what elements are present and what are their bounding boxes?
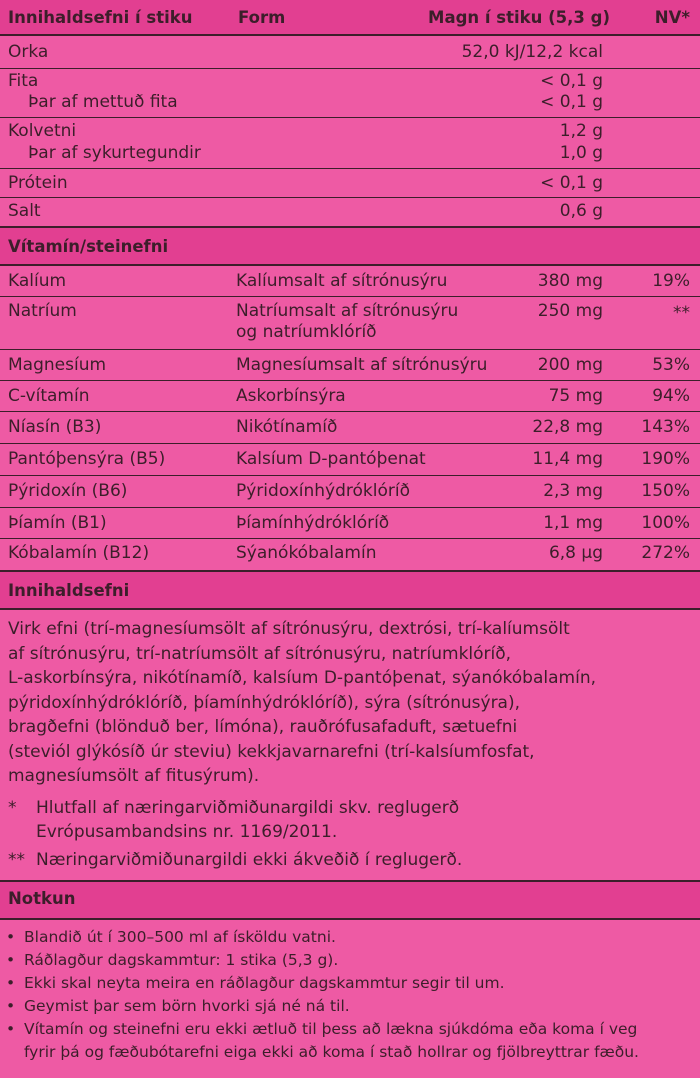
vitamin-row: Þíamín (B1) Þíamínhýdróklóríð 1,1 mg 100… — [0, 508, 700, 539]
vitamin-form: Magnesíumsalt af sítrónusýru — [236, 355, 488, 375]
bullet-icon: • — [6, 974, 16, 992]
nutrition-row-protein: Prótein < 0,1 g — [0, 169, 700, 198]
vitamins-heading: Vítamín/steinefni — [8, 237, 169, 256]
nutrient-amount: < 0,1 g — [540, 92, 603, 112]
bullet-icon: • — [6, 997, 16, 1015]
usage-list: • Blandið út í 300–500 ml af ísköldu vat… — [6, 926, 696, 1076]
ingredients-text: Virk efni (trí-magnesíumsölt af sítrónus… — [8, 619, 596, 786]
vitamin-row: Pantóþensýra (B5) Kalsíum D-pantóþenat 1… — [0, 444, 700, 476]
vitamin-amount: 200 mg — [537, 355, 603, 375]
vitamin-form: Kalíumsalt af sítrónusýru — [236, 271, 448, 291]
nutrient-name: Orka — [8, 42, 49, 62]
vitamins-heading-band: Vítamín/steinefni — [0, 228, 700, 266]
vitamin-row: C-vítamín Askorbínsýra 75 mg 94% — [0, 381, 700, 412]
vitamin-amount: 11,4 mg — [532, 449, 603, 469]
vitamin-name: Kóbalamín (B12) — [8, 543, 150, 563]
vitamin-nv: 150% — [641, 481, 690, 501]
vitamin-nv: 19% — [652, 271, 690, 291]
vitamin-form-line2: og natríumklóríð — [236, 322, 377, 342]
vitamin-form: Kalsíum D-pantóþenat — [236, 449, 426, 469]
vitamin-nv: ** — [673, 303, 690, 323]
nutrient-amount: < 0,1 g — [540, 173, 603, 193]
vitamin-nv: 100% — [641, 513, 690, 533]
vitamin-amount: 22,8 mg — [532, 417, 603, 437]
bullet-icon: • — [6, 1020, 16, 1038]
usage-heading-band: Notkun — [0, 880, 700, 920]
vitamin-row: Magnesíum Magnesíumsalt af sítrónusýru 2… — [0, 350, 700, 381]
vitamin-row: Níasín (B3) Nikótínamíð 22,8 mg 143% — [0, 412, 700, 444]
nutrient-name: Þar af sykurtegundir — [28, 143, 201, 163]
vitamin-nv: 190% — [641, 449, 690, 469]
vitamin-form: Nikótínamíð — [236, 417, 338, 437]
vitamin-form: Natríumsalt af sítrónusýru — [236, 301, 459, 321]
vitamin-amount: 380 mg — [537, 271, 603, 291]
col-nv-heading: NV* — [654, 8, 690, 27]
col-ingredient-heading: Innihaldsefni í stiku — [8, 8, 193, 27]
vitamin-row: Pýridoxín (B6) Pýridoxínhýdróklóríð 2,3 … — [0, 476, 700, 508]
vitamin-name: C-vítamín — [8, 386, 90, 406]
vitamin-name: Pýridoxín (B6) — [8, 481, 128, 501]
vitamin-form: Sýanókóbalamín — [236, 543, 377, 563]
vitamin-nv: 272% — [641, 543, 690, 563]
footnote-text: Hlutfall af næringarviðmiðunargildi skv.… — [36, 798, 460, 842]
vitamin-amount: 1,1 mg — [543, 513, 603, 533]
vitamin-form: Þíamínhýdróklóríð — [236, 513, 390, 533]
vitamin-name: Natríum — [8, 301, 77, 321]
footnote-text: Næringarviðmiðunargildi ekki ákveðið í r… — [36, 850, 463, 870]
vitamin-amount: 75 mg — [548, 386, 603, 406]
vitamin-nv: 94% — [652, 386, 690, 406]
vitamin-row: Natríum Natríumsalt af sítrónusýru og na… — [0, 297, 700, 350]
nutrient-amount: 1,0 g — [559, 143, 603, 163]
usage-item: Ráðlagður dagskammtur: 1 stika (5,3 g). — [24, 951, 339, 969]
col-amount-heading: Magn í stiku (5,3 g) — [428, 8, 610, 27]
usage-item: Blandið út í 300–500 ml af ísköldu vatni… — [24, 928, 336, 946]
vitamin-amount: 2,3 mg — [543, 481, 603, 501]
nutrition-row-fat: Fita < 0,1 g Þar af mettuð fita < 0,1 g — [0, 69, 700, 118]
ingredients-heading: Innihaldsefni — [8, 581, 130, 600]
footnote-mark: * — [8, 798, 17, 818]
usage-item: Vítamín og steinefni eru ekki ætluð til … — [24, 1020, 639, 1061]
col-form-heading: Form — [238, 8, 286, 27]
nutrient-name: Fita — [8, 71, 39, 91]
footnote: * Hlutfall af næringarviðmiðunargildi sk… — [8, 796, 688, 846]
nutrition-row-energy: Orka 52,0 kJ/12,2 kcal — [0, 36, 700, 69]
nutrition-row-salt: Salt 0,6 g — [0, 198, 700, 228]
nutrient-name: Salt — [8, 201, 41, 221]
nutrient-amount: 1,2 g — [559, 121, 603, 141]
vitamin-row: Kóbalamín (B12) Sýanókóbalamín 6,8 µg 27… — [0, 539, 700, 572]
vitamin-nv: 143% — [641, 417, 690, 437]
vitamin-form: Askorbínsýra — [236, 386, 346, 406]
footnote: ** Næringarviðmiðunargildi ekki ákveðið … — [8, 848, 688, 874]
vitamin-name: Pantóþensýra (B5) — [8, 449, 166, 469]
table-header: Innihaldsefni í stiku Form Magn í stiku … — [0, 0, 700, 36]
vitamin-name: Kalíum — [8, 271, 67, 291]
nutrition-row-carbs: Kolvetni 1,2 g Þar af sykurtegundir 1,0 … — [0, 118, 700, 169]
ingredients-heading-band: Innihaldsefni — [0, 572, 700, 610]
nutrient-name: Prótein — [8, 173, 68, 193]
vitamin-form: Pýridoxínhýdróklóríð — [236, 481, 410, 501]
bullet-icon: • — [6, 928, 16, 946]
usage-heading: Notkun — [8, 889, 76, 908]
nutrient-amount: 0,6 g — [559, 201, 603, 221]
usage-item: Geymist þar sem börn hvorki sjá né ná ti… — [24, 997, 350, 1015]
nutrient-name: Kolvetni — [8, 121, 77, 141]
nutrient-name: Þar af mettuð fita — [28, 92, 178, 112]
vitamin-amount: 6,8 µg — [548, 543, 603, 563]
vitamin-nv: 53% — [652, 355, 690, 375]
bullet-icon: • — [6, 951, 16, 969]
usage-item: Ekki skal neyta meira en ráðlagður dagsk… — [24, 974, 505, 992]
footnote-mark: ** — [8, 850, 25, 870]
nutrient-amount: < 0,1 g — [540, 71, 603, 91]
vitamin-row: Kalíum Kalíumsalt af sítrónusýru 380 mg … — [0, 266, 700, 297]
nutrient-amount: 52,0 kJ/12,2 kcal — [461, 42, 603, 62]
vitamin-name: Magnesíum — [8, 355, 107, 375]
vitamin-amount: 250 mg — [537, 301, 603, 321]
vitamin-name: Níasín (B3) — [8, 417, 102, 437]
vitamin-name: Þíamín (B1) — [8, 513, 107, 533]
